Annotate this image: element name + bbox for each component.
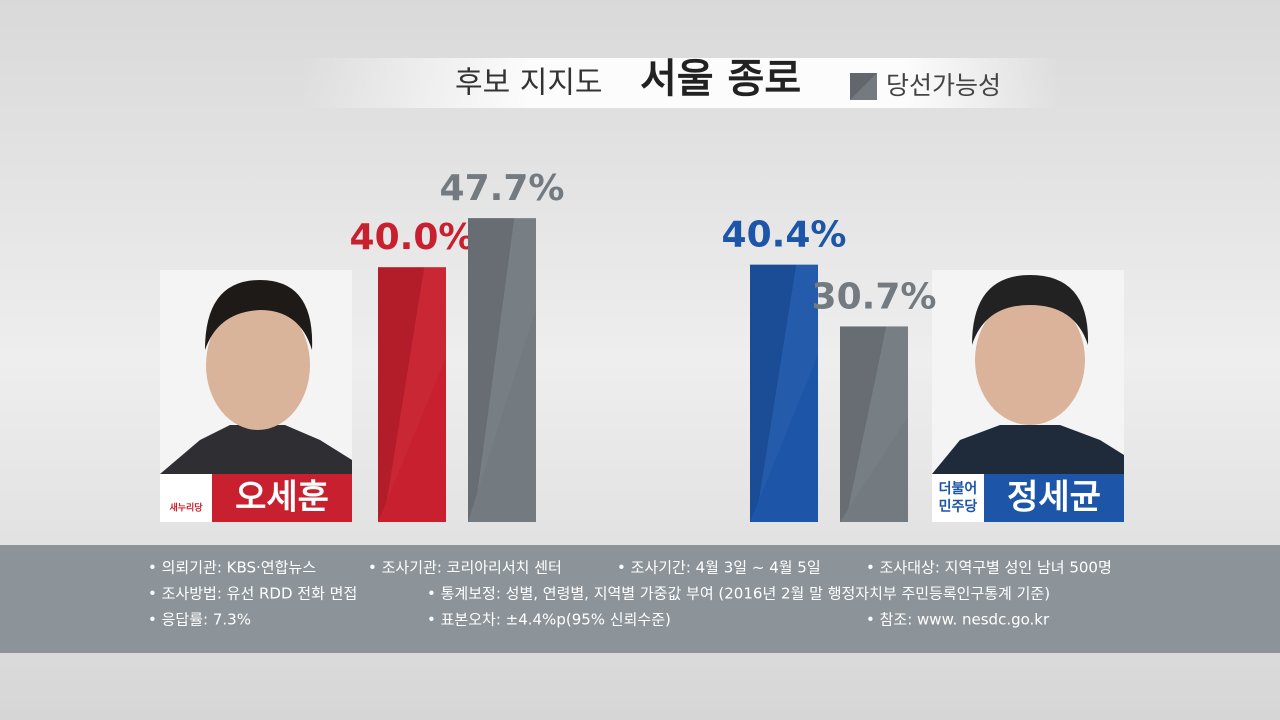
note: • 조사기간: 4월 3일 ~ 4월 5일 xyxy=(617,559,821,577)
bar-shine xyxy=(468,218,536,522)
bar-shine xyxy=(840,326,908,522)
candidate-name: 오세훈 xyxy=(235,478,329,518)
bar-shine xyxy=(750,264,818,522)
logo-box xyxy=(160,474,212,522)
legend-label: 당선가능성 xyxy=(886,71,1001,100)
note: • 응답률: 7.3% xyxy=(148,611,251,629)
party-logo: 민주당 xyxy=(939,498,978,515)
chart-title: 후보 지지도 xyxy=(455,66,603,101)
chart-subtitle: 서울 종로 xyxy=(640,56,801,102)
logo-box xyxy=(932,474,984,522)
party-logo: 새누리당 xyxy=(169,502,203,514)
name-box xyxy=(212,474,352,522)
value-label: 40.0% xyxy=(350,217,475,258)
note: • 참조: www. nesdc.go.kr xyxy=(866,611,1050,629)
note: • 통계보정: 성별, 연령별, 지역별 가중값 부여 (2016년 2월 말 … xyxy=(427,585,1050,603)
footer-band xyxy=(0,545,1280,653)
note: • 조사대상: 지역구별 성인 남녀 500명 xyxy=(866,559,1112,577)
title-band xyxy=(300,58,1060,108)
note: • 표본오차: ±4.4%p(95% 신뢰수준) xyxy=(427,611,671,629)
note: • 의뢰기관: KBS·연합뉴스 xyxy=(148,559,316,577)
name-box xyxy=(984,474,1124,522)
value-label: 47.7% xyxy=(440,168,565,209)
note: • 조사기관: 코리아리서치 센터 xyxy=(368,559,562,577)
value-label: 30.7% xyxy=(812,276,937,317)
legend-shine xyxy=(850,73,877,100)
legend-swatch xyxy=(850,73,877,100)
value-label: 40.4% xyxy=(722,215,847,256)
photo-right xyxy=(932,270,1124,522)
bar-shine xyxy=(378,267,446,522)
party-logo: 더불어 xyxy=(939,480,978,497)
note: • 조사방법: 유선 RDD 전화 면접 xyxy=(148,585,357,603)
candidate-name: 정세균 xyxy=(1007,478,1101,518)
